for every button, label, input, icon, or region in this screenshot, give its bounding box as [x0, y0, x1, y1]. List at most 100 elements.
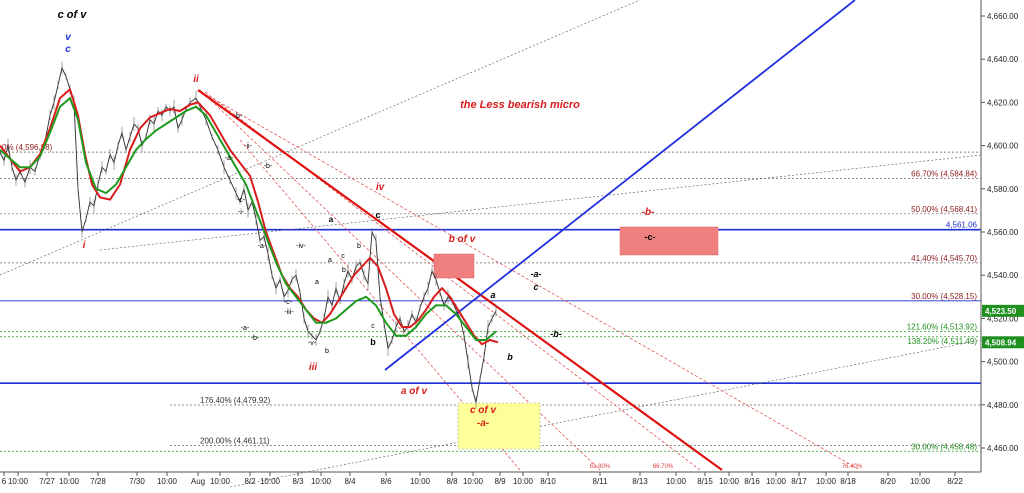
- fib-level-label: 30.00% (4,528.15): [911, 292, 977, 301]
- wave-label: -ii-: [244, 143, 252, 150]
- fan-label: 61.80%: [590, 464, 611, 470]
- wave-label: -iv-: [296, 243, 306, 250]
- wave-label: -b-: [251, 335, 260, 342]
- wave-label: a of v: [401, 386, 429, 397]
- price-badge-label: 4,523.50: [985, 307, 1017, 316]
- wave-label: iii: [309, 362, 318, 373]
- fib-level-label: 50.00% (4,568.41): [911, 205, 977, 214]
- y-axis-panel: [981, 0, 1024, 488]
- x-tick-label: 8/4: [344, 477, 356, 486]
- wave-label: b: [357, 243, 361, 250]
- x-tick-label: 7/27: [39, 477, 55, 486]
- wave-label: a: [490, 290, 495, 300]
- fib-level-label: 30.00% (4,458.48): [911, 442, 977, 451]
- price-badge: [982, 336, 1024, 349]
- fib-level-label: 66.70% (4,584.84): [911, 169, 977, 178]
- x-tick-label: 10:00: [59, 477, 80, 486]
- wave-label: -v-: [308, 340, 317, 347]
- x-tick-label: 8/17: [791, 477, 807, 486]
- blue-trendline: [384, 0, 856, 371]
- wave-label: c: [65, 44, 71, 55]
- x-tick-label: 10:00: [8, 477, 29, 486]
- price-badge-label: 4,508.94: [985, 338, 1017, 347]
- x-tick-label: 8/15: [697, 477, 713, 486]
- wave-label: a: [328, 257, 332, 264]
- fib-level-label: 41.40% (4,545.70): [911, 254, 977, 263]
- y-tick-label: 4,580.00: [987, 185, 1019, 194]
- fan-line: [204, 93, 861, 471]
- wave-label: -c-: [284, 299, 293, 306]
- y-tick-label: 4,620.00: [987, 98, 1019, 107]
- wave-label: -a-: [241, 325, 250, 332]
- wave-label: b: [370, 337, 376, 347]
- x-tick-label: 8/2: [244, 477, 256, 486]
- y-tick-label: 4,500.00: [987, 358, 1019, 367]
- x-tick-label: 10:00: [816, 477, 837, 486]
- wave-label: c: [341, 253, 345, 260]
- wave-label: -c-: [237, 197, 246, 204]
- x-tick-label: 10:00: [410, 477, 431, 486]
- x-tick-label: 8/13: [632, 477, 648, 486]
- x-tick-label: 8/16: [744, 477, 760, 486]
- x-tick-label: 10:00: [910, 477, 931, 486]
- wave-label: -a-: [477, 418, 490, 429]
- wave-label: a: [315, 279, 319, 286]
- channel-line: [99, 154, 982, 251]
- y-tick-label: 4,560.00: [987, 228, 1019, 237]
- fan-line: [199, 89, 601, 471]
- wave-label: b of v: [449, 234, 477, 245]
- wave-label: -i-: [238, 209, 245, 216]
- y-tick-label: 4,640.00: [987, 55, 1019, 64]
- x-tick-label: 8/9: [494, 477, 506, 486]
- wave-label: -a-: [258, 243, 267, 250]
- channel-line: [0, 0, 641, 276]
- wave-label: -iii-: [284, 309, 294, 316]
- target-boxes: [433, 226, 719, 450]
- wave-label: -b-: [234, 113, 243, 120]
- wave-label: -b-: [642, 207, 655, 218]
- wave-label: b: [325, 348, 329, 355]
- x-tick-label: 8/11: [593, 477, 609, 486]
- x-tick-label: 6: [2, 477, 7, 486]
- x-tick-label: 8/8: [446, 477, 458, 486]
- red-trendline: [197, 89, 723, 471]
- wave-label: -a-: [225, 155, 234, 162]
- x-tick-label: 8/6: [380, 477, 392, 486]
- y-tick-label: 4,540.00: [987, 271, 1019, 280]
- y-tick-label: 4,520.00: [987, 314, 1019, 323]
- x-tick-label: 10:00: [513, 477, 534, 486]
- fib-level-label: 176.40% (4,479.92): [200, 396, 271, 405]
- y-tick-label: 4,660.00: [987, 12, 1019, 21]
- wave-label: -a-: [531, 269, 542, 279]
- x-tick-label: 10:00: [719, 477, 740, 486]
- x-tick-label: 8/3: [292, 477, 304, 486]
- x-tick-label: 10:00: [463, 477, 484, 486]
- fib-level-label: 0% (4,596.98): [2, 143, 53, 152]
- y-tick-label: 4,600.00: [987, 142, 1019, 151]
- x-tick-label: 10:00: [766, 477, 787, 486]
- fan-label: 76.40%: [842, 464, 863, 470]
- x-tick-label: Aug: [191, 477, 205, 486]
- x-tick-label: 7/30: [129, 477, 145, 486]
- y-tick-label: 4,460.00: [987, 444, 1019, 453]
- wave-label: c: [533, 282, 538, 292]
- price-badge: [982, 304, 1024, 317]
- x-tick-label: 10:00: [210, 477, 231, 486]
- x-tick-label: 10:00: [157, 477, 178, 486]
- fib-level-label: 138.20% (4,511.49): [907, 337, 977, 346]
- price-series: [0, 66, 497, 403]
- wave-label: c: [375, 210, 380, 220]
- green-moving-average: [0, 96, 497, 341]
- fan-label: 66.70%: [653, 464, 674, 470]
- target-box-b: [619, 226, 719, 256]
- wave-label: -b-: [264, 163, 273, 170]
- wave-label: i: [83, 240, 86, 251]
- channel-line: [229, 339, 982, 488]
- wave-label: a: [329, 215, 334, 224]
- price-layer: [0, 61, 497, 409]
- x-tick-label: 8/20: [880, 477, 896, 486]
